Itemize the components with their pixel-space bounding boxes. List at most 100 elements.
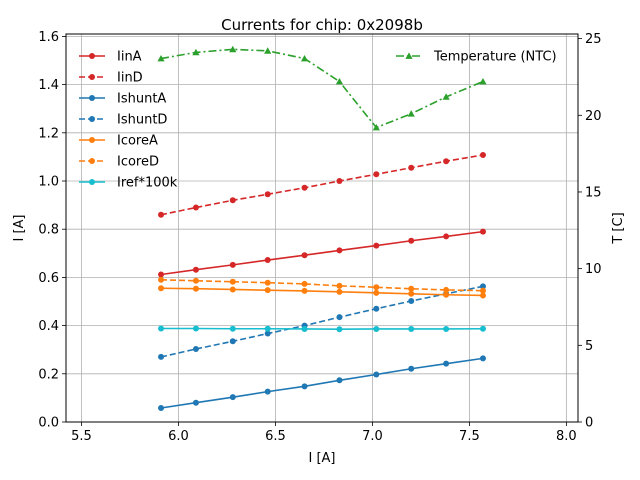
data-point-icorea [408,290,415,297]
data-point-ishunta [301,383,308,390]
x-tick-label: 8.0 [556,429,577,444]
data-point-ishuntd [158,353,165,360]
data-point-icored [443,286,450,293]
data-point-icored [264,279,271,286]
legend-left: IinA IinD IshuntA IshuntD IcoreA IcoreD Iref*1… [79,50,178,191]
data-point-iind [264,191,271,198]
data-point-icorea [479,292,486,299]
data-point-iref-100k [264,325,271,332]
grid-lines [66,34,578,423]
chart-title: Currents for chip: 0x2098b [221,16,423,34]
y-tick-label: 0.2 [38,367,59,382]
data-point-iind [479,151,486,158]
y-tick-label: 1.6 [38,30,59,45]
x-tick-label: 6.5 [265,429,286,444]
data-point-temperature-ntc [229,45,237,53]
data-point-iina [479,228,486,235]
data-point-temperature-ntc [479,77,487,85]
y2-tick-label: 25 [585,32,602,47]
data-point-temperature-ntc [372,123,380,131]
data-point-ishuntd [264,330,271,337]
series-line-iind [160,154,484,216]
y2-tick-label: 5 [585,339,593,354]
y-tick-label: 1.2 [38,126,59,141]
data-point-ishunta [373,371,380,378]
data-point-icorea [443,291,450,298]
y2-tick-label: 20 [585,109,602,124]
y-tick-label: 1.0 [38,175,59,190]
series-line-iref-100k [161,327,483,331]
data-point-ishunta [229,394,236,401]
data-point-ishunta [408,365,415,372]
data-point-iref-100k [443,325,450,332]
legend-marker-ishunta [89,95,95,101]
legend-label-icored: IcoreD [117,155,159,170]
series-layer [157,45,487,412]
legend-marker-icored [89,158,95,164]
data-point-iind [229,197,236,204]
data-point-iina [192,266,199,273]
data-point-temperature-ntc [407,110,415,117]
legend-label-icorea: IcoreA [117,134,158,149]
data-point-icorea [229,286,236,293]
x-tick-label: 7.5 [459,429,480,444]
data-point-ishuntd [336,314,343,321]
data-point-temperature-ntc [335,77,344,85]
legend-marker-icorea [89,137,95,143]
data-point-iref-100k [408,325,415,332]
y2-tick-label: 15 [585,185,602,200]
data-point-icorea [264,287,271,294]
y2-axis-title: T [C] [611,212,626,244]
legend-label-iref-100k: Iref*100k [117,176,178,191]
data-point-iina [408,237,415,244]
data-point-iind [373,171,380,178]
data-point-icored [192,277,199,284]
data-point-iind [336,178,343,185]
y-tick-label: 0.6 [38,271,59,286]
data-point-icorea [158,285,165,292]
data-point-icored [301,280,308,287]
data-point-icored [336,282,343,289]
axis-ticks: 5.5 6.0 6.5 7.0 7.5 8.0 0.0 0.2 0.4 0.6 0.8 1.0 1.2 1… [38,30,601,444]
y2-tick-label: 10 [585,262,602,277]
legend-marker-temperature-ntc [405,52,413,59]
legend-label-ishunta: IshuntA [117,92,166,107]
data-point-temperature-ntc [264,47,272,54]
data-point-iref-100k [373,325,380,332]
data-point-iina [158,271,165,278]
data-point-icorea [192,285,199,292]
data-point-ishuntd [229,338,236,345]
data-point-ishunta [479,355,486,362]
data-point-temperature-ntc [157,54,165,62]
data-point-icored [158,276,165,283]
data-point-icored [373,284,380,291]
x-axis-title: I [A] [308,451,335,466]
data-point-iina [229,261,236,268]
plot-frame [65,33,579,423]
series-line-temperature-ntc [160,48,484,129]
data-point-iind [301,184,308,191]
data-point-ishuntd [373,305,380,312]
data-point-icorea [336,288,343,295]
data-point-ishuntd [479,283,486,290]
y2-tick-label: 0 [585,416,593,431]
data-point-icored [229,278,236,285]
series-line-ishunta [160,357,484,409]
data-point-iref-100k [301,325,308,332]
data-point-iind [408,164,415,171]
legend-marker-iina [89,53,95,59]
data-point-temperature-ntc [300,54,309,62]
data-point-ishuntd [192,345,199,352]
data-point-iref-100k [192,325,199,332]
data-point-iref-100k [158,325,165,332]
legend-marker-iind [89,74,95,80]
data-point-iref-100k [229,325,236,332]
data-point-iina [301,252,308,259]
y-axis-title: I [A] [12,214,27,241]
data-point-iind [192,204,199,211]
data-point-temperature-ntc [442,93,450,100]
legend-right: Temperature (NTC) [396,50,557,65]
data-point-ishunta [158,405,165,412]
